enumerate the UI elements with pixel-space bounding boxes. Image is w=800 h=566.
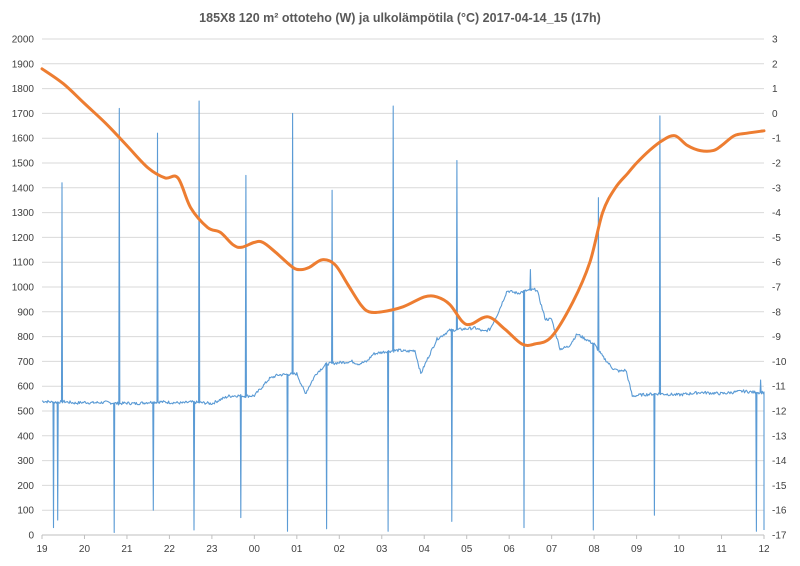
x-tick-label: 08 [589,544,601,555]
x-tick-label: 01 [291,544,303,555]
y-tick-label: 600 [17,382,34,393]
y-tick-label: 1800 [12,84,35,95]
y-tick-label: 900 [17,307,34,318]
x-tick-label: 02 [334,544,346,555]
y-tick-label: 0 [28,531,34,542]
y-tick-label: 1100 [12,258,34,269]
y-tick-label: 1500 [12,159,35,170]
x-tick-label: 20 [79,544,91,555]
y2-tick-label: -14 [772,456,787,467]
y2-tick-label: -11 [772,382,786,393]
x-tick-label: 19 [36,544,48,555]
y2-tick-label: -7 [772,283,781,294]
y2-tick-label: -13 [772,431,787,442]
series-line-power [41,100,765,534]
x-tick-label: 07 [546,544,558,555]
y-tick-label: 700 [17,357,34,368]
x-tick-label: 10 [673,544,685,555]
y2-tick-label: 1 [772,84,778,95]
y2-tick-label: -10 [772,357,787,368]
y-tick-label: 1200 [12,233,35,244]
x-tick-label: 21 [121,544,133,555]
x-tick-label: 09 [631,544,643,555]
y2-tick-label: -1 [772,134,781,145]
y2-tick-label: -15 [772,481,787,492]
y2-tick-label: -4 [772,208,781,219]
y-tick-label: 1900 [12,59,35,70]
y2-tick-label: -3 [772,183,781,194]
x-tick-label: 04 [419,544,431,555]
y2-tick-label: -9 [772,332,781,343]
chart-title: 185X8 120 m² ottoteho (W) ja ulkolämpöti… [199,11,601,25]
x-tick-label: 06 [504,544,516,555]
y-tick-label: 100 [17,506,34,517]
y2-tick-label: 2 [772,59,778,70]
x-tick-label: 11 [716,544,727,555]
y-tick-label: 500 [17,407,34,418]
y2-tick-label: -17 [772,531,787,542]
y2-tick-label: 3 [772,35,778,46]
x-tick-label: 23 [206,544,218,555]
x-tick-label: 05 [461,544,473,555]
y-tick-label: 1700 [12,109,35,120]
y2-tick-label: -8 [772,307,781,318]
series-line-temperature [40,67,766,347]
y-tick-label: 400 [17,431,34,442]
y-tick-label: 200 [17,481,34,492]
y-tick-label: 1400 [12,183,35,194]
y2-tick-label: -2 [772,159,781,170]
x-tick-label: 00 [249,544,261,555]
y2-tick-label: -12 [772,407,787,418]
y-tick-label: 800 [17,332,34,343]
y2-tick-label: -16 [772,506,787,517]
y-tick-label: 300 [17,456,34,467]
x-tick-label: 12 [758,544,770,555]
y2-tick-label: -6 [772,258,781,269]
x-tick-label: 22 [164,544,176,555]
y-tick-label: 1600 [12,134,35,145]
y2-tick-label: -5 [772,233,781,244]
y2-tick-label: 0 [772,109,778,120]
y-tick-label: 2000 [12,35,35,46]
y-tick-label: 1000 [12,283,35,294]
y-tick-label: 1300 [12,208,35,219]
x-tick-label: 03 [376,544,388,555]
